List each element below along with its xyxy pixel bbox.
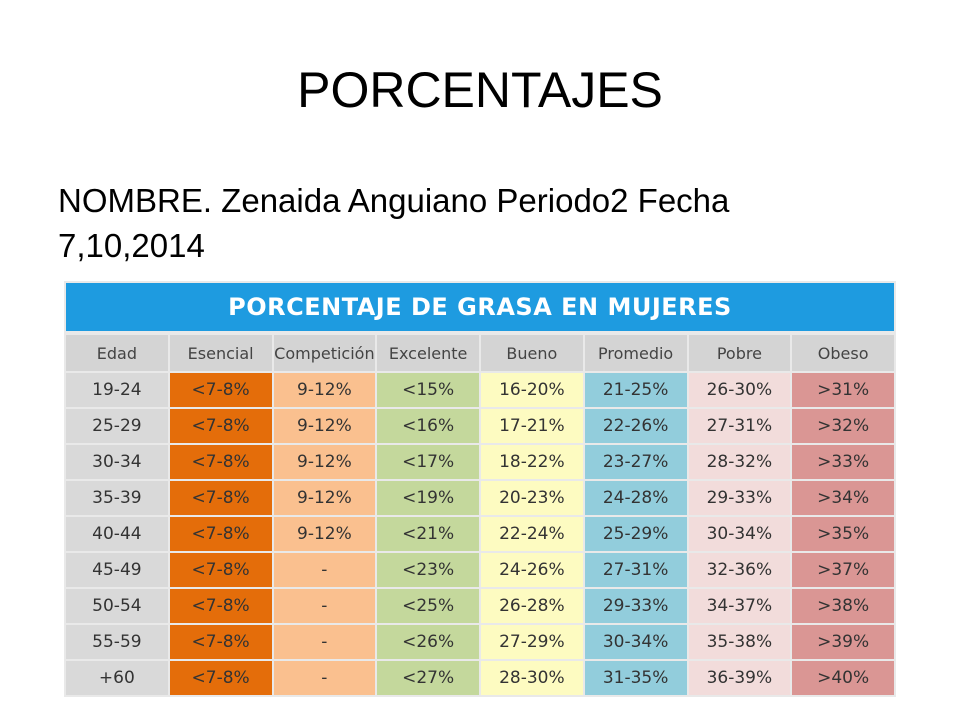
cell-pobre: 27-31% [686, 407, 793, 445]
cell-obeso: >34% [790, 479, 896, 517]
cell-excelente: <27% [375, 659, 481, 697]
cell-bueno: 26-28% [479, 587, 585, 625]
cell-excelente: <19% [375, 479, 481, 517]
cell-competicion: 9-12% [271, 479, 378, 517]
cell-promedio: 29-33% [582, 587, 689, 625]
cell-esencial: <7-8% [167, 551, 274, 589]
cell-esencial: <7-8% [167, 623, 274, 661]
cell-promedio: 27-31% [582, 551, 689, 589]
cell-excelente: <21% [375, 515, 481, 553]
cell-bueno: 18-22% [479, 443, 585, 481]
header-edad: Edad [64, 333, 170, 373]
table-row: 25-29 <7-8% 9-12% <16% 17-21% 22-26% 27-31% >32… [64, 407, 896, 445]
cell-obeso: >39% [790, 623, 896, 661]
cell-competicion: - [271, 587, 378, 625]
cell-edad: 30-34 [64, 443, 170, 481]
cell-competicion: - [271, 551, 378, 589]
cell-pobre: 35-38% [686, 623, 793, 661]
cell-edad: 19-24 [64, 371, 170, 409]
cell-competicion: 9-12% [271, 515, 378, 553]
header-excelente: Excelente [375, 333, 481, 373]
table-row: +60 <7-8% - <27% 28-30% 31-35% 36-39% >40% [64, 659, 896, 697]
cell-esencial: <7-8% [167, 479, 274, 517]
cell-excelente: <17% [375, 443, 481, 481]
cell-competicion: - [271, 623, 378, 661]
cell-obeso: >37% [790, 551, 896, 589]
cell-edad: 45-49 [64, 551, 170, 589]
cell-edad: 40-44 [64, 515, 170, 553]
table-row: 50-54 <7-8% - <25% 26-28% 29-33% 34-37% >38% [64, 587, 896, 625]
table-row: 45-49 <7-8% - <23% 24-26% 27-31% 32-36% >37% [64, 551, 896, 589]
cell-promedio: 30-34% [582, 623, 689, 661]
header-obeso: Obeso [790, 333, 896, 373]
cell-bueno: 24-26% [479, 551, 585, 589]
cell-obeso: >33% [790, 443, 896, 481]
cell-obeso: >40% [790, 659, 896, 697]
cell-promedio: 22-26% [582, 407, 689, 445]
cell-promedio: 25-29% [582, 515, 689, 553]
cell-pobre: 36-39% [686, 659, 793, 697]
cell-obeso: >38% [790, 587, 896, 625]
cell-promedio: 31-35% [582, 659, 689, 697]
cell-bueno: 16-20% [479, 371, 585, 409]
cell-excelente: <23% [375, 551, 481, 589]
cell-obeso: >32% [790, 407, 896, 445]
cell-competicion: - [271, 659, 378, 697]
cell-bueno: 17-21% [479, 407, 585, 445]
cell-bueno: 20-23% [479, 479, 585, 517]
header-pobre: Pobre [686, 333, 793, 373]
cell-competicion: 9-12% [271, 371, 378, 409]
cell-pobre: 32-36% [686, 551, 793, 589]
cell-esencial: <7-8% [167, 407, 274, 445]
cell-pobre: 34-37% [686, 587, 793, 625]
slide-title: PORCENTAJES [297, 62, 663, 118]
cell-excelente: <15% [375, 371, 481, 409]
header-competicion: Competición [271, 333, 378, 373]
cell-esencial: <7-8% [167, 587, 274, 625]
table-row: 35-39 <7-8% 9-12% <19% 20-23% 24-28% 29-33% >34… [64, 479, 896, 517]
table-title: PORCENTAJE DE GRASA EN MUJERES [64, 281, 896, 333]
cell-edad: 35-39 [64, 479, 170, 517]
cell-promedio: 21-25% [582, 371, 689, 409]
cell-competicion: 9-12% [271, 407, 378, 445]
cell-pobre: 28-32% [686, 443, 793, 481]
cell-edad: 50-54 [64, 587, 170, 625]
cell-edad: 55-59 [64, 623, 170, 661]
cell-pobre: 29-33% [686, 479, 793, 517]
table-row: 19-24 <7-8% 9-12% <15% 16-20% 21-25% 26-30% >31… [64, 371, 896, 409]
cell-competicion: 9-12% [271, 443, 378, 481]
cell-bueno: 27-29% [479, 623, 585, 661]
header-esencial: Esencial [167, 333, 274, 373]
table-row: 30-34 <7-8% 9-12% <17% 18-22% 23-27% 28-32% >33… [64, 443, 896, 481]
cell-esencial: <7-8% [167, 443, 274, 481]
table-header-row: Edad Esencial Competición Excelente Buen… [64, 333, 896, 373]
cell-edad: 25-29 [64, 407, 170, 445]
cell-pobre: 30-34% [686, 515, 793, 553]
table-row: 55-59 <7-8% - <26% 27-29% 30-34% 35-38% >39% [64, 623, 896, 661]
cell-edad: +60 [64, 659, 170, 697]
cell-promedio: 24-28% [582, 479, 689, 517]
cell-obeso: >35% [790, 515, 896, 553]
header-promedio: Promedio [582, 333, 689, 373]
body-fat-table-image: PORCENTAJE DE GRASA EN MUJERES Edad Esen… [64, 281, 896, 720]
cell-esencial: <7-8% [167, 371, 274, 409]
slide-subtitle: NOMBRE. Zenaida Anguiano Periodo2 Fecha … [58, 182, 730, 264]
cell-promedio: 23-27% [582, 443, 689, 481]
cell-esencial: <7-8% [167, 515, 274, 553]
cell-excelente: <26% [375, 623, 481, 661]
header-bueno: Bueno [479, 333, 585, 373]
table-row: 40-44 <7-8% 9-12% <21% 22-24% 25-29% 30-34% >35… [64, 515, 896, 553]
body-fat-table: Edad Esencial Competición Excelente Buen… [64, 333, 896, 697]
cell-excelente: <16% [375, 407, 481, 445]
cell-obeso: >31% [790, 371, 896, 409]
cell-bueno: 28-30% [479, 659, 585, 697]
cell-esencial: <7-8% [167, 659, 274, 697]
cell-pobre: 26-30% [686, 371, 793, 409]
cell-excelente: <25% [375, 587, 481, 625]
cell-bueno: 22-24% [479, 515, 585, 553]
